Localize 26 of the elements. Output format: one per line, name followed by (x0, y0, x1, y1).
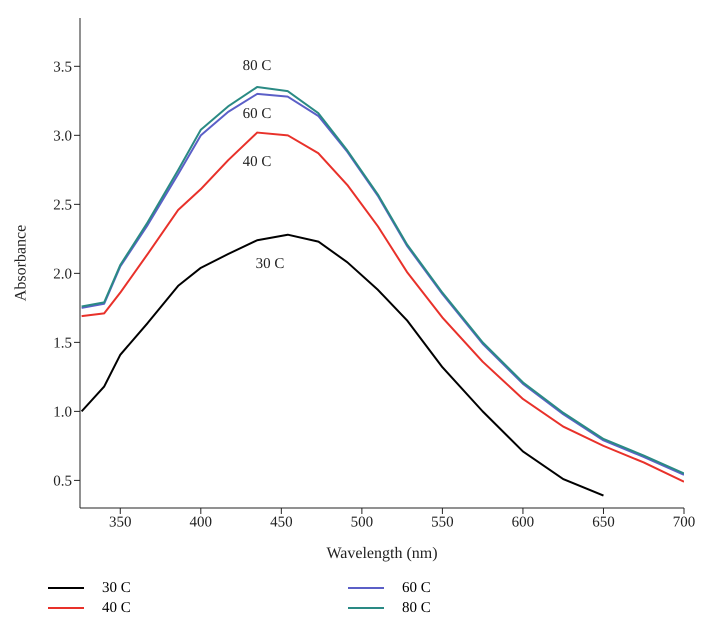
y-tick-label: 3.5 (53, 60, 72, 76)
y-tick-label: 2.0 (53, 266, 72, 283)
y-tick-label: 1.5 (53, 336, 72, 352)
annotation: 30 C (256, 256, 284, 272)
x-tick-label: 350 (109, 514, 132, 531)
x-tick-label: 400 (190, 514, 212, 531)
x-tick-label: 550 (431, 514, 454, 531)
x-axis-title: Wavelength (nm) (326, 545, 438, 562)
line-series (80, 234, 604, 497)
annotation: 60 C (242, 106, 272, 122)
y-tick-label: 0.5 (53, 474, 72, 490)
x-tick-label: 600 (512, 514, 534, 531)
annotation: 80 C (242, 58, 272, 74)
legend-label: 80 C (402, 600, 431, 616)
y-tick-label: 1.0 (53, 404, 72, 421)
y-axis-title: Absorbance (12, 224, 30, 302)
y-tick-label: 3.0 (53, 128, 72, 145)
legend-label: 40 C (102, 600, 131, 616)
x-tick-label: 500 (350, 514, 374, 531)
x-tick-label: 450 (270, 514, 293, 531)
y-tick-label: 2.5 (53, 198, 72, 214)
legend-label: 60 C (402, 580, 431, 596)
x-tick-label: 650 (592, 514, 615, 531)
x-tick-label: 700 (672, 514, 696, 531)
legend-label: 30 C (102, 580, 131, 596)
annotation: 40 C (242, 154, 272, 170)
